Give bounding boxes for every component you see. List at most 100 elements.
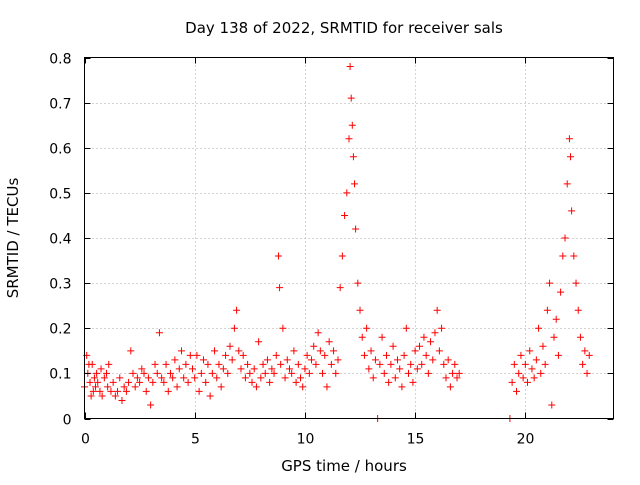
data-point — [147, 401, 155, 409]
data-point — [435, 347, 443, 355]
data-point — [301, 365, 309, 373]
data-point — [263, 356, 271, 364]
data-point — [363, 324, 371, 332]
data-point — [195, 387, 203, 395]
data-point — [257, 374, 265, 382]
data-point — [274, 252, 282, 260]
data-point — [409, 378, 417, 386]
data-point — [299, 383, 307, 391]
y-tick-label: 0.5 — [49, 187, 71, 203]
data-point — [579, 360, 587, 368]
data-point — [440, 360, 448, 368]
x-tick-label: 0 — [81, 432, 90, 448]
data-point — [98, 392, 106, 400]
data-point — [224, 369, 232, 377]
data-point — [565, 135, 573, 143]
data-point — [455, 369, 463, 377]
data-point — [94, 378, 102, 386]
data-point — [111, 392, 119, 400]
data-point — [292, 378, 300, 386]
data-point — [574, 306, 582, 314]
data-point — [524, 378, 532, 386]
data-point — [288, 369, 296, 377]
data-point — [116, 374, 124, 382]
data-point — [554, 351, 562, 359]
data-point — [550, 333, 558, 341]
data-point — [546, 279, 554, 287]
data-point — [96, 387, 104, 395]
data-point — [407, 360, 415, 368]
data-point — [248, 378, 256, 386]
data-point — [149, 378, 157, 386]
data-point — [252, 383, 260, 391]
data-point — [215, 360, 223, 368]
data-point — [93, 369, 101, 377]
data-point — [191, 374, 199, 382]
y-tick-label: 0.7 — [49, 97, 71, 113]
data-point — [396, 365, 404, 373]
data-point — [294, 360, 302, 368]
data-point — [365, 365, 373, 373]
data-point — [133, 374, 141, 382]
data-point — [382, 351, 390, 359]
data-point — [416, 342, 424, 350]
y-axis-title: SRMTID / TECUs — [4, 178, 22, 299]
data-point — [125, 378, 133, 386]
data-point — [169, 374, 177, 382]
data-point — [87, 392, 95, 400]
data-point — [158, 374, 166, 382]
data-point — [211, 347, 219, 355]
data-point — [393, 356, 401, 364]
data-point — [515, 369, 523, 377]
data-point — [446, 383, 454, 391]
data-point — [345, 135, 353, 143]
data-point — [327, 360, 335, 368]
data-point — [521, 360, 529, 368]
data-point — [233, 306, 241, 314]
data-point — [162, 360, 170, 368]
data-point — [92, 383, 100, 391]
data-point — [338, 252, 346, 260]
data-point — [330, 347, 338, 355]
data-point — [244, 360, 252, 368]
data-point — [336, 284, 344, 292]
data-point — [90, 374, 98, 382]
data-point — [369, 374, 377, 382]
data-point — [235, 347, 243, 355]
data-point — [583, 369, 591, 377]
data-point — [358, 333, 366, 341]
data-point — [241, 374, 249, 382]
chart-title: Day 138 of 2022, SRMTID for receiver sal… — [185, 19, 503, 37]
data-point — [290, 347, 298, 355]
data-point — [180, 374, 188, 382]
data-point — [332, 369, 340, 377]
y-tick-label: 0.3 — [49, 277, 71, 293]
data-point — [153, 369, 161, 377]
data-point — [97, 365, 105, 373]
data-point — [89, 387, 97, 395]
data-point — [360, 351, 368, 359]
data-point — [346, 63, 354, 71]
data-point — [266, 378, 274, 386]
data-point — [104, 383, 112, 391]
data-point — [371, 356, 379, 364]
data-point — [140, 369, 148, 377]
data-point — [239, 351, 247, 359]
data-point — [451, 360, 459, 368]
x-tick-label: 15 — [407, 432, 425, 448]
data-point — [513, 387, 521, 395]
data-point — [138, 365, 146, 373]
data-point — [343, 189, 351, 197]
data-point — [127, 347, 135, 355]
data-point — [572, 279, 580, 287]
data-point — [442, 374, 450, 382]
data-point — [400, 351, 408, 359]
data-point — [385, 378, 393, 386]
data-point — [259, 360, 267, 368]
data-point — [270, 369, 278, 377]
data-point — [444, 356, 452, 364]
data-point — [378, 333, 386, 341]
data-point — [424, 369, 432, 377]
data-point — [570, 252, 578, 260]
